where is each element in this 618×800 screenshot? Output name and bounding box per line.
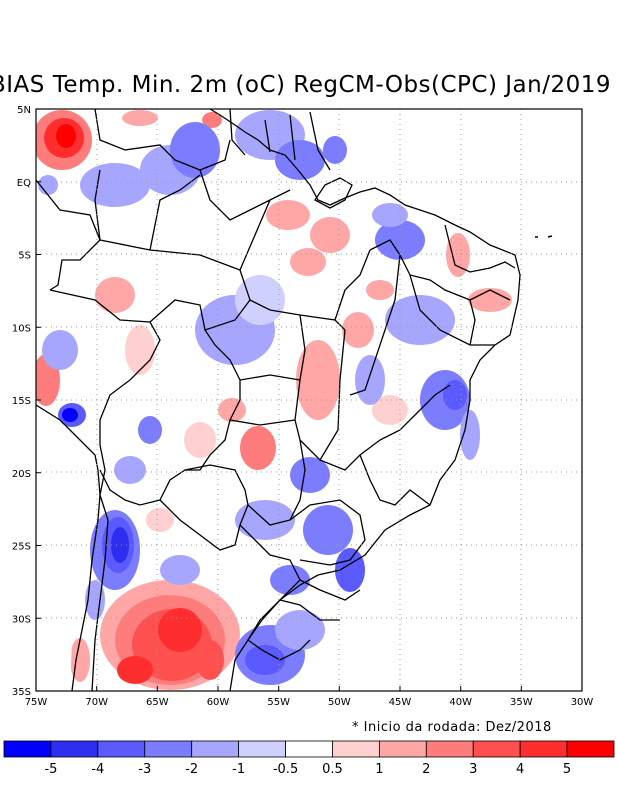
lat-label: 15S: [12, 396, 31, 407]
colorbar: -5 -4 -3 -2 -1 -0.5 0.5 1 2 3 4 5: [3, 740, 615, 777]
lon-label: 30W: [571, 697, 594, 708]
lon-label: 55W: [267, 697, 290, 708]
lat-label: 20S: [12, 469, 31, 480]
colorbar-label: 4: [516, 762, 524, 777]
colorbar-swatch: [191, 740, 240, 758]
anomaly-colombia-cold: [80, 163, 150, 207]
lon-label: 40W: [449, 697, 472, 708]
lon-label: 65W: [146, 697, 169, 708]
border-nordeste: [444, 224, 516, 346]
ocean-mask: [36, 215, 582, 691]
border-bolivia-chile: [99, 444, 106, 496]
border-argentina-brazil: [239, 524, 301, 641]
cold-anomaly-patches: [38, 110, 480, 685]
colorbar-label: -1: [232, 762, 245, 777]
shaded-field: [36, 110, 582, 691]
anomaly-amazon-warm-west: [95, 277, 135, 313]
colorbar-swatch: [144, 740, 193, 758]
lat-label: 25S: [12, 542, 31, 553]
anomaly-ceara-warm: [446, 233, 470, 277]
colorbar-label: 1: [375, 762, 383, 777]
lon-label: 35W: [510, 697, 533, 708]
lon-label: 60W: [207, 697, 230, 708]
lat-label: 5S: [18, 251, 31, 262]
colorbar-swatch: [472, 740, 521, 758]
anomaly-mt-warm: [240, 426, 276, 470]
border-chile-argentina: [91, 494, 109, 691]
lat-label: EQ: [17, 178, 31, 189]
colorbar-label: -3: [138, 762, 151, 777]
colorbar-swatch: [285, 740, 333, 758]
anomaly-tocantins-warm: [296, 340, 340, 420]
anomaly-guiana-cold: [170, 122, 220, 178]
lon-label: 45W: [389, 697, 412, 708]
colorbar-label: -2: [185, 762, 198, 777]
colorbar-swatch: [50, 740, 99, 758]
anomaly-central-amazon-warm: [266, 200, 310, 230]
colorbar-label: 3: [469, 762, 477, 777]
border-peru-brazil: [49, 289, 161, 445]
border-colombia: [36, 179, 101, 291]
islands: [535, 235, 553, 238]
colorbar-label: 0.5: [322, 762, 343, 777]
border-guianas: [229, 109, 331, 171]
lat-axis-labels: 5N EQ 5S 10S 15S 20S 25S 30S 35S: [12, 105, 41, 698]
anomaly-parana-cold: [303, 505, 353, 555]
lat-label: 35S: [12, 687, 31, 698]
anomaly-colombia-warm-east: [122, 110, 158, 126]
state-borders: [94, 169, 511, 621]
lon-axis-labels: 75W 70W 65W 60W 55W 50W 45W 40W 35W 30W: [25, 686, 594, 708]
south-america-coast: [36, 109, 521, 691]
colorbar-swatch: [378, 740, 427, 758]
border-uruguay: [247, 639, 311, 661]
coastlines-borders: [36, 109, 521, 691]
colorbar-swatch: [519, 740, 568, 758]
colorbar-label: -5: [44, 762, 57, 777]
colorbar-label: 5: [563, 762, 571, 777]
map-title: BIAS Temp. Min. 2m (oC) RegCM-Obs(CPC) J…: [0, 72, 612, 98]
lat-label: 10S: [12, 323, 31, 334]
colorbar-swatch: [425, 740, 474, 758]
colorbar-swatch: [566, 740, 615, 758]
gridlines: [36, 109, 582, 691]
lat-label: 5N: [17, 105, 31, 116]
amazon-delta: [314, 177, 353, 209]
colorbar-swatch: [332, 740, 380, 758]
lat-label: 30S: [12, 614, 31, 625]
lon-label: 50W: [328, 697, 351, 708]
colorbar-swatch: [3, 740, 52, 758]
colorbar-label: -0.5: [273, 762, 298, 777]
colorbar-label: 2: [422, 762, 430, 777]
colorbar-label: -4: [91, 762, 104, 777]
colorbar-swatch: [97, 740, 146, 758]
run-start-note: * Inicio da rodada: Dez/2018: [352, 720, 552, 735]
border-venezuela: [94, 109, 231, 171]
colorbar-swatch: [238, 740, 286, 758]
lon-label: 75W: [25, 697, 48, 708]
lon-label: 70W: [85, 697, 108, 708]
